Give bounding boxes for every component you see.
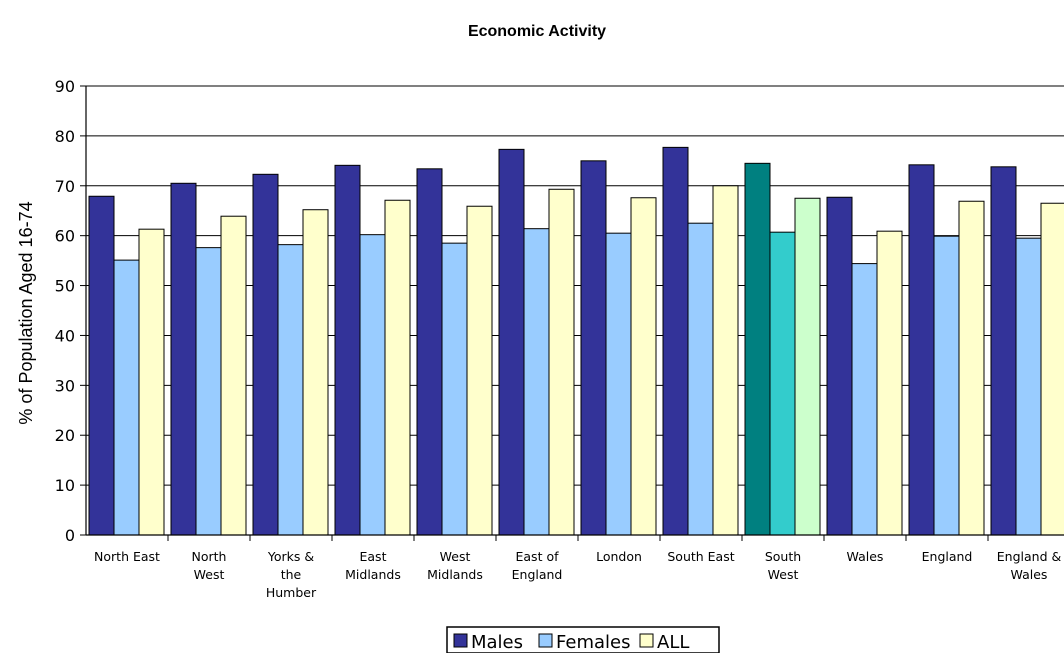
bar-all-west-midlands xyxy=(466,205,493,536)
gridlines xyxy=(86,85,1064,486)
bar-all-east-of-england xyxy=(548,188,575,536)
y-tick-labels: 0 10 20 30 40 50 60 70 80 90 xyxy=(55,77,75,545)
bar-all-wales xyxy=(876,230,903,536)
bar-males-north-west xyxy=(170,182,197,536)
bar-males-yorks-the-humber xyxy=(252,173,279,536)
bar-males-west-midlands xyxy=(416,168,443,536)
x-tick-label: England xyxy=(512,567,563,582)
axes xyxy=(80,85,1064,541)
bar-all-london xyxy=(630,197,657,536)
x-tick-label: the xyxy=(281,567,302,582)
legend-swatch-females xyxy=(538,633,553,648)
y-tick-label: 10 xyxy=(55,476,75,495)
y-tick-label: 80 xyxy=(55,127,75,146)
x-tick-label: England xyxy=(922,549,973,564)
bars xyxy=(88,146,1064,536)
bar-males-south-east xyxy=(662,146,689,536)
bar-females-england-wales xyxy=(1015,237,1042,536)
bar-females-west-midlands xyxy=(441,242,468,536)
legend-swatch-all xyxy=(639,633,654,648)
x-tick-label: Midlands xyxy=(427,567,483,582)
bar-all-south-west xyxy=(794,197,821,536)
y-tick-label: 90 xyxy=(55,77,75,96)
legend-box xyxy=(446,626,720,653)
y-tick-label: 30 xyxy=(55,376,75,395)
x-tick-label: West xyxy=(768,567,799,582)
bar-males-south-west xyxy=(744,162,771,536)
bar-females-wales xyxy=(851,263,878,536)
x-tick-label: West xyxy=(194,567,225,582)
bar-all-north-east xyxy=(138,228,165,536)
bar-males-east-of-england xyxy=(498,148,525,536)
bar-males-london xyxy=(580,160,607,536)
x-tick-label: Yorks & xyxy=(267,549,314,564)
y-tick-label: 50 xyxy=(55,277,75,296)
legend-label-males: Males xyxy=(471,632,523,653)
x-tick-label: Wales xyxy=(847,549,884,564)
x-tick-label: East xyxy=(360,549,387,564)
bar-males-wales xyxy=(826,196,853,536)
bar-all-england xyxy=(958,200,985,536)
bar-all-east-midlands xyxy=(384,199,411,536)
x-tick-label: London xyxy=(596,549,642,564)
bar-females-yorks-the-humber xyxy=(277,244,304,536)
bar-females-north-east xyxy=(113,259,140,536)
bar-all-north-west xyxy=(220,215,247,536)
bar-females-england xyxy=(933,235,960,536)
legend-label-all: ALL xyxy=(657,632,689,653)
x-tick-label: South xyxy=(765,549,801,564)
y-tick-label: 0 xyxy=(65,526,75,545)
x-tick-label: East of xyxy=(516,549,560,564)
legend: Males Females ALL xyxy=(446,626,720,653)
x-tick-label: Humber xyxy=(266,585,317,600)
bar-males-england xyxy=(908,164,935,536)
x-tick-labels: North East North West Yorks & the Humber East M… xyxy=(94,549,1061,600)
bar-females-north-west xyxy=(195,247,222,536)
bar-females-east-of-england xyxy=(523,228,550,536)
y-tick-label: 70 xyxy=(55,177,75,196)
x-tick-label: Midlands xyxy=(345,567,401,582)
bar-all-yorks-the-humber xyxy=(302,209,329,536)
y-axis-label: % of Population Aged 16-74 xyxy=(16,201,36,424)
bar-males-england-wales xyxy=(990,166,1017,536)
y-tick-label: 40 xyxy=(55,326,75,345)
y-tick-label: 20 xyxy=(55,426,75,445)
bar-all-south-east xyxy=(712,185,739,536)
x-tick-label: Wales xyxy=(1011,567,1048,582)
legend-swatch-males xyxy=(453,633,468,648)
bar-females-south-west xyxy=(769,231,796,536)
x-tick-label: South East xyxy=(667,549,734,564)
bar-males-north-east xyxy=(88,195,115,536)
bar-all-england-wales xyxy=(1040,202,1064,536)
x-tick-label: West xyxy=(440,549,471,564)
y-tick-label: 60 xyxy=(55,227,75,246)
bar-females-east-midlands xyxy=(359,234,386,536)
chart-title: Economic Activity xyxy=(468,23,606,40)
bar-males-east-midlands xyxy=(334,164,361,536)
bar-females-south-east xyxy=(687,222,714,536)
legend-label-females: Females xyxy=(556,632,630,653)
x-tick-label: England & xyxy=(997,549,1062,564)
x-tick-label: North East xyxy=(94,549,160,564)
bar-females-london xyxy=(605,232,632,536)
x-tick-label: North xyxy=(192,549,227,564)
